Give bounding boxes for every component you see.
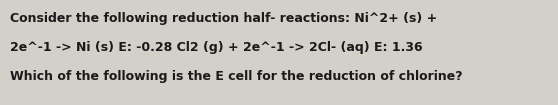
Text: Which of the following is the E cell for the reduction of chlorine?: Which of the following is the E cell for… xyxy=(10,70,463,83)
Text: Consider the following reduction half- reactions: Ni^2+ (s) +: Consider the following reduction half- r… xyxy=(10,12,437,25)
Text: 2e^-1 -> Ni (s) E: -0.28 Cl2 (g) + 2e^-1 -> 2Cl- (aq) E: 1.36: 2e^-1 -> Ni (s) E: -0.28 Cl2 (g) + 2e^-1… xyxy=(10,41,422,54)
